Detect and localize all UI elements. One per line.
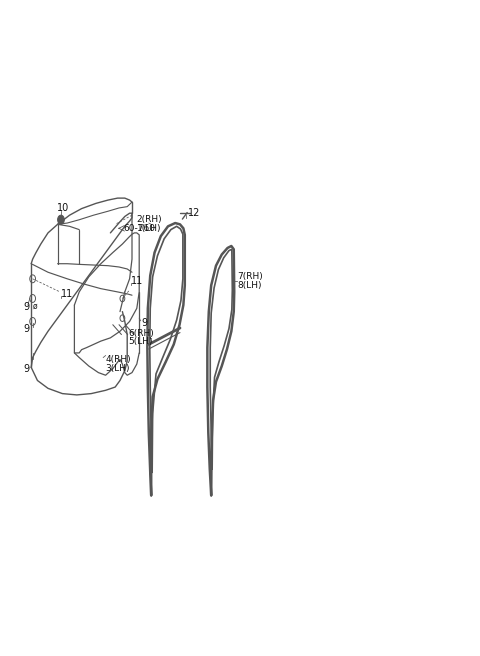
Text: 60-760: 60-760 [124,224,156,233]
Text: ø: ø [33,302,37,311]
Text: 5(LH): 5(LH) [129,337,153,346]
Text: 9: 9 [142,318,148,328]
Text: 3(LH): 3(LH) [106,364,130,373]
Text: 6(RH): 6(RH) [129,329,155,338]
Circle shape [58,215,64,224]
Text: 11: 11 [131,276,143,286]
Text: 1(LH): 1(LH) [137,224,161,233]
Text: 2(RH): 2(RH) [137,215,162,224]
Text: 8(LH): 8(LH) [238,281,262,290]
Text: 9: 9 [23,302,29,312]
Text: 12: 12 [188,208,201,218]
Text: 11: 11 [61,289,73,299]
Text: 4(RH): 4(RH) [106,355,131,364]
Text: 9: 9 [24,363,29,374]
Text: 10: 10 [57,203,70,213]
Text: 9: 9 [23,324,29,335]
Text: 7(RH): 7(RH) [238,272,264,281]
